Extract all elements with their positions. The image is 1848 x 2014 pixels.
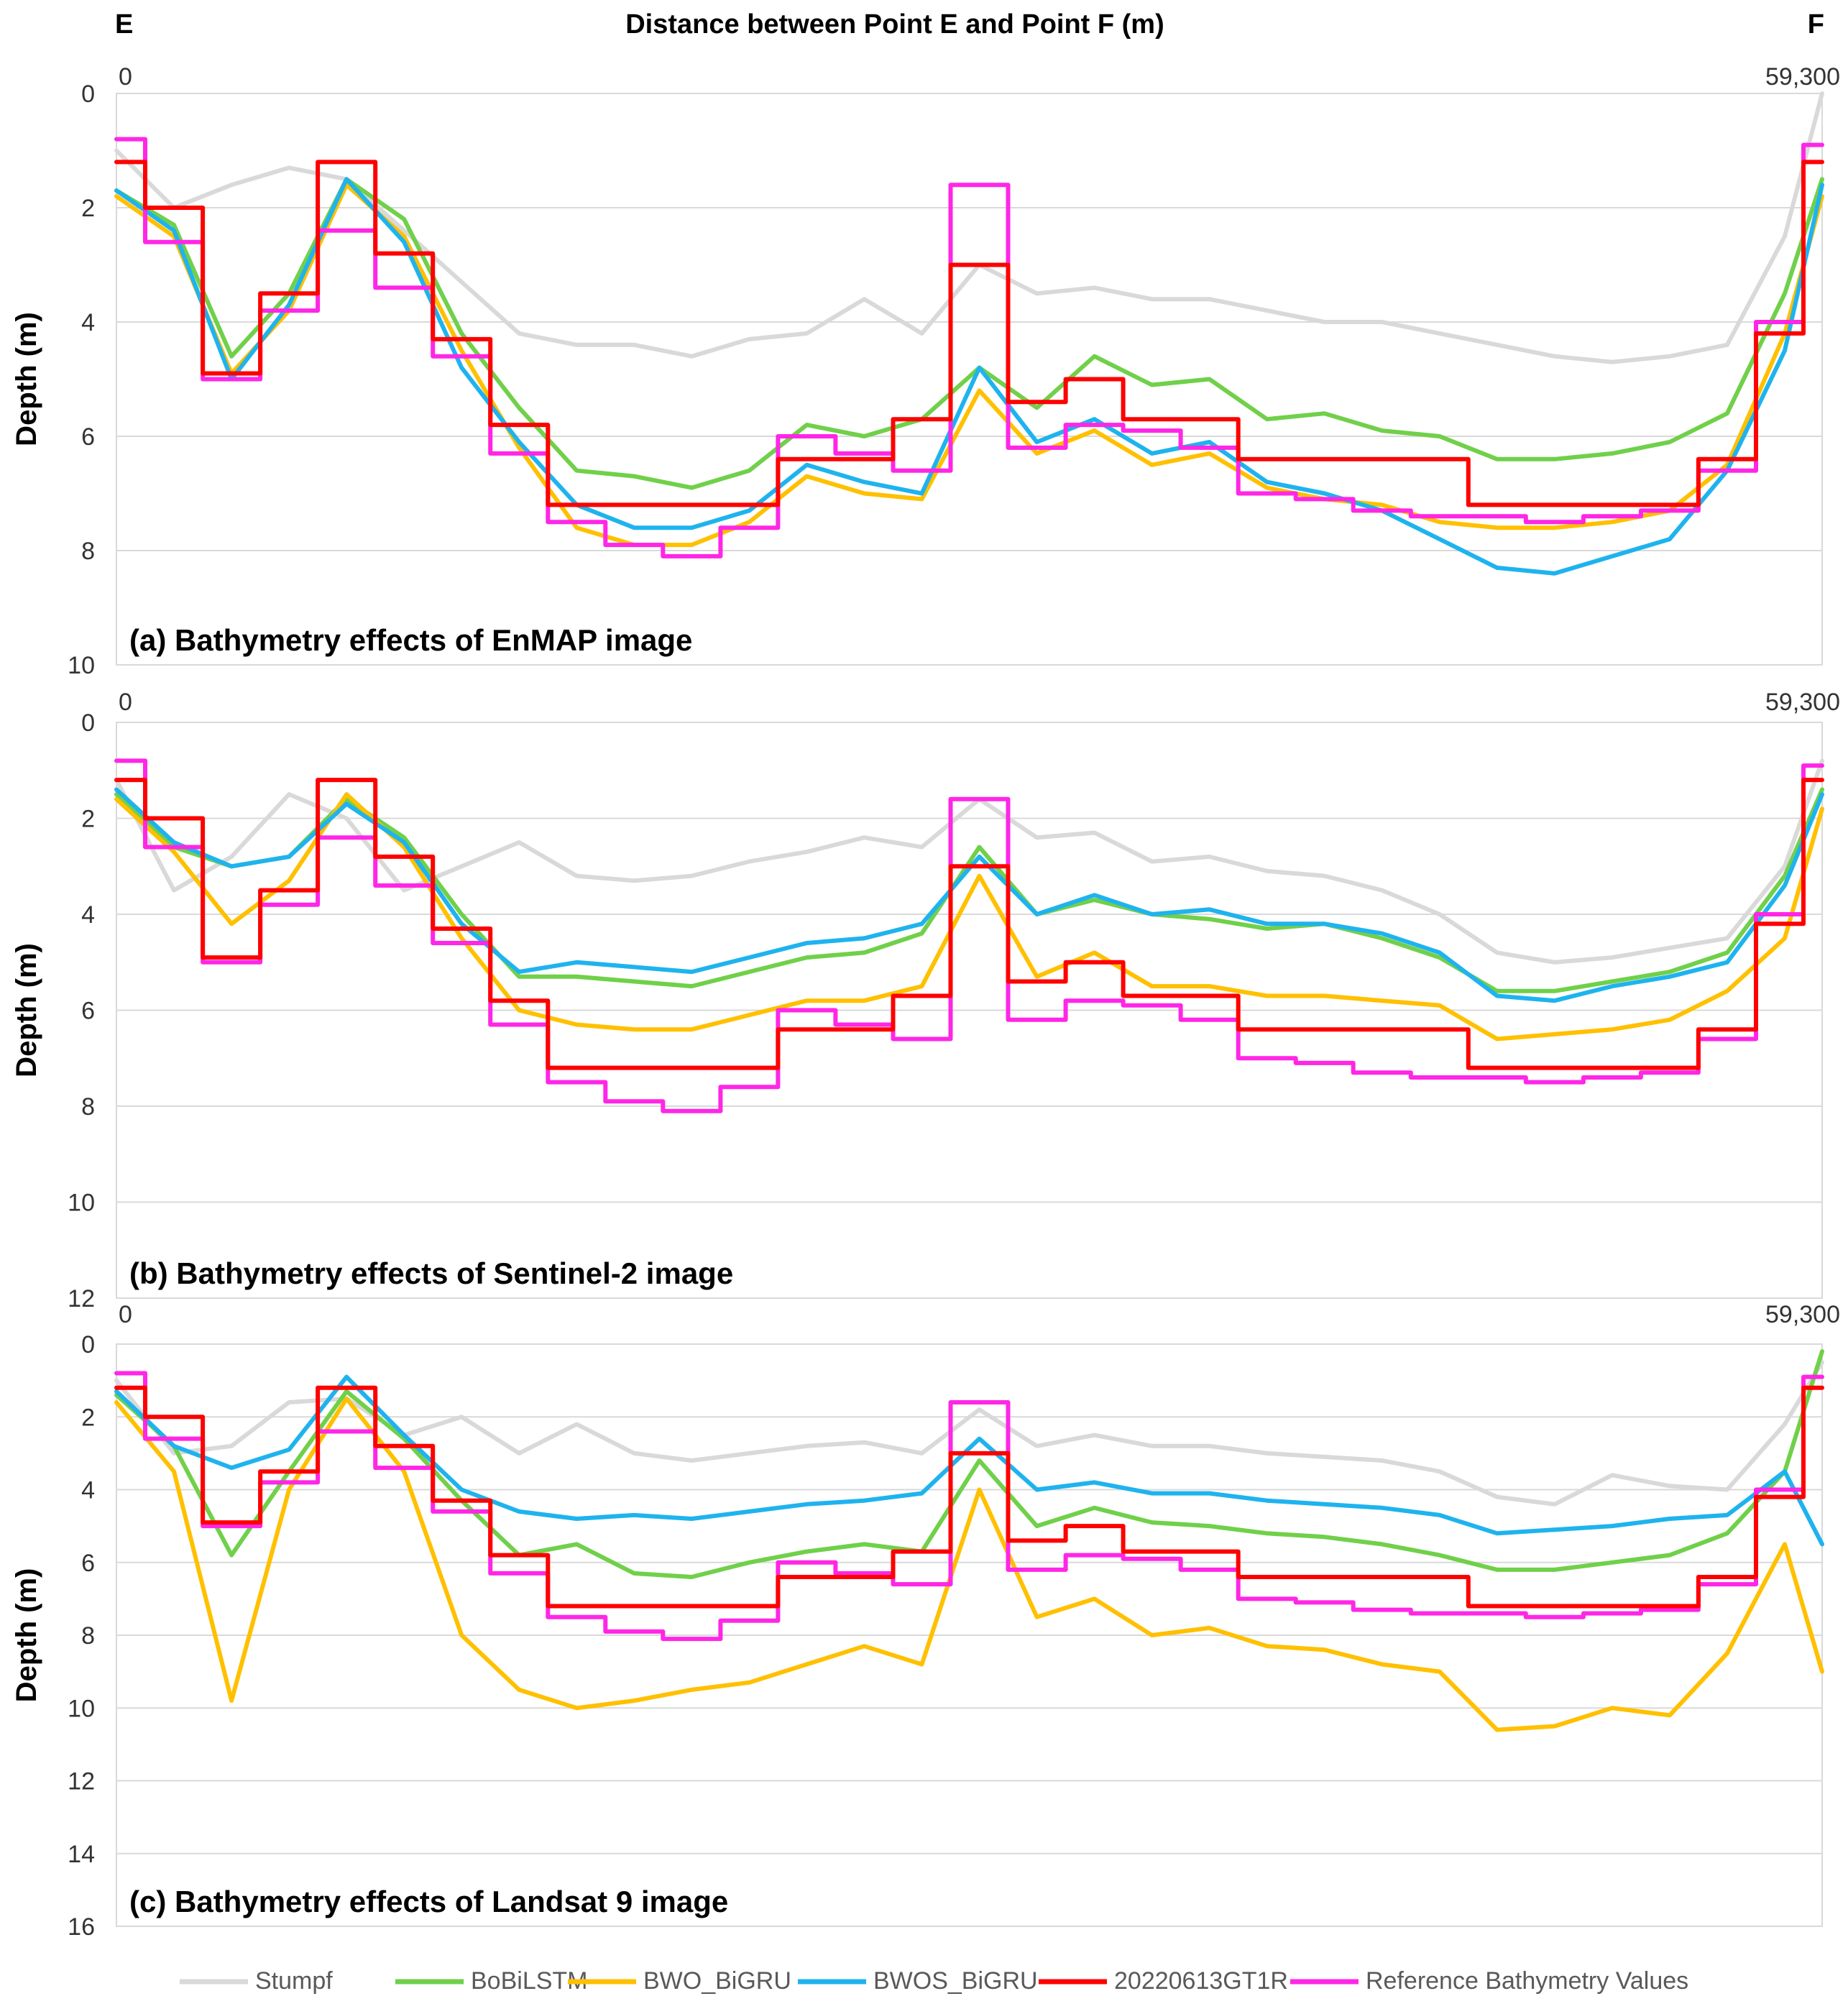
panel-title: (b) Bathymetry effects of Sentinel-2 ima… [129, 1256, 733, 1290]
panel-title: (a) Bathymetry effects of EnMAP image [129, 623, 692, 657]
legend-label-reference-bathymetry-values: Reference Bathymetry Values [1366, 1967, 1688, 1995]
series-line-bwo-bigru [114, 183, 1824, 548]
series-line-20220613gt1r [114, 1385, 1824, 1609]
y-tick-label: 0 [81, 81, 95, 108]
legend: Stumpf BoBiLSTM BWO_BiGRU BWOS_BiGRU 2022061… [180, 1967, 1688, 1995]
y-tick-label: 2 [81, 195, 95, 222]
series-line-bwo-bigru [114, 792, 1824, 1042]
series-line-reference-bathymetry-values [114, 758, 1824, 1113]
y-tick-label: 4 [81, 309, 95, 336]
y-tick-label: 2 [81, 1404, 95, 1431]
y-tick-label: 10 [68, 1695, 95, 1722]
chart-panel-2: 0 2 4 6 8 10 12 0 59,300 Depth (m) (b) Bathymetry … [11, 689, 1840, 1312]
chart-panel-1: 0 2 4 6 8 10 0 59,300 Depth (m) (a) Bathymetry ef… [11, 63, 1840, 679]
y-tick-label: 0 [81, 1331, 95, 1358]
chart-panels: 0 2 4 6 8 10 0 59,300 Depth (m) (a) Bathymetry ef… [11, 63, 1840, 1941]
point-e-label: E [115, 9, 133, 40]
series-line-20220613gt1r [114, 160, 1824, 507]
panel-title: (c) Bathymetry effects of Landsat 9 imag… [129, 1885, 728, 1918]
y-tick-label: 8 [81, 538, 95, 565]
series-line-bwos-bigru [114, 787, 1824, 1003]
legend-label-stumpf: Stumpf [255, 1967, 333, 1995]
y-tick-label: 4 [81, 1477, 95, 1504]
legend-label-20220613gt1r: 20220613GT1R [1114, 1967, 1288, 1995]
x-tick-label-start: 0 [119, 1301, 132, 1328]
series-line-bobilstm [114, 1349, 1824, 1579]
y-axis-title: Depth (m) [11, 312, 42, 446]
x-tick-label-end: 59,300 [1765, 1301, 1840, 1328]
y-tick-label: 6 [81, 998, 95, 1025]
series-line-bobilstm [114, 787, 1824, 993]
y-axis-title: Depth (m) [11, 1568, 42, 1703]
x-tick-label-start: 0 [119, 63, 132, 91]
y-tick-label: 10 [68, 652, 95, 679]
y-axis-title: Depth (m) [11, 943, 42, 1077]
series-line-20220613gt1r [114, 778, 1824, 1070]
y-tick-label: 8 [81, 1622, 95, 1650]
y-tick-label: 2 [81, 806, 95, 833]
y-tick-label: 6 [81, 1550, 95, 1577]
point-f-label: F [1808, 9, 1824, 40]
chart-panel-3: 0 2 4 6 8 10 12 14 16 0 59,300 Depth (m) (c) Bathyme… [11, 1301, 1840, 1941]
series-line-reference-bathymetry-values [114, 1371, 1824, 1642]
y-tick-label: 6 [81, 423, 95, 451]
legend-label-bwos-bigru: BWOS_BiGRU [873, 1967, 1038, 1995]
figure-header: E Distance between Point E and Point F (… [115, 9, 1824, 40]
series-line-reference-bathymetry-values [114, 137, 1824, 558]
series-line-bwos-bigru [114, 177, 1824, 576]
series-line-bobilstm [114, 177, 1824, 490]
y-tick-label: 12 [68, 1285, 95, 1312]
x-tick-label-start: 0 [119, 689, 132, 716]
y-tick-label: 8 [81, 1093, 95, 1121]
y-tick-label: 4 [81, 901, 95, 929]
y-tick-label: 0 [81, 709, 95, 737]
x-tick-label-end: 59,300 [1765, 63, 1840, 91]
series-line-bwos-bigru [114, 1374, 1824, 1547]
y-tick-label: 12 [68, 1768, 95, 1795]
distance-title: Distance between Point E and Point F (m) [625, 9, 1164, 40]
y-tick-label: 16 [68, 1913, 95, 1941]
y-tick-label: 10 [68, 1190, 95, 1217]
legend-label-bwo-bigru: BWO_BiGRU [643, 1967, 791, 1995]
x-tick-label-end: 59,300 [1765, 689, 1840, 716]
y-tick-label: 14 [68, 1841, 95, 1868]
series-line-bwo-bigru [114, 1396, 1824, 1732]
